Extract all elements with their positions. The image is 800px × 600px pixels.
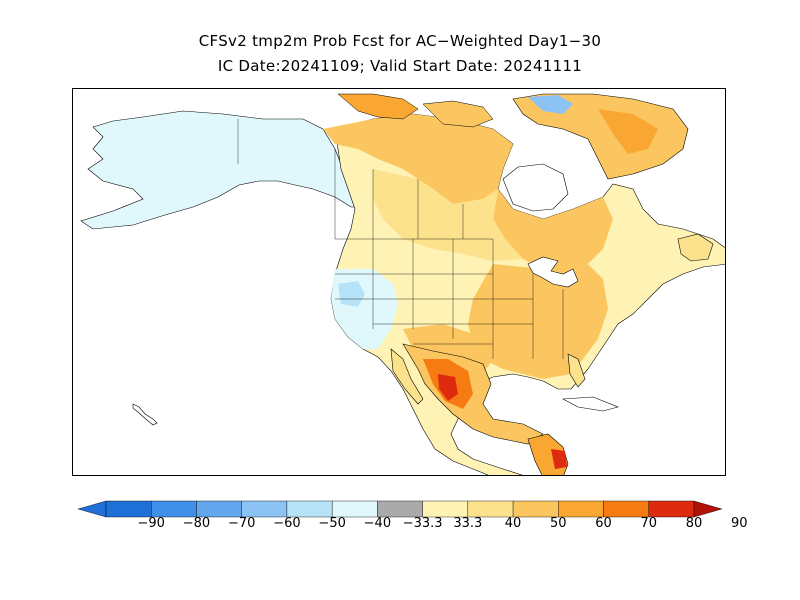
arctic-islands-warm-2 [422,100,494,128]
colorbar-cell [693,500,723,518]
colorbar-cell [558,500,604,518]
central-canada-yellow [373,169,523,261]
colorbar [77,500,723,518]
canada-east-warm [493,189,613,274]
colorbar-tick-label: 90 [730,516,748,531]
colorbar-tick-label: −70 [227,516,256,531]
colorbar-tick-label: −80 [182,516,211,531]
colorbar-tick-label: −90 [137,516,165,531]
colorbar-cell [377,500,423,518]
land-masses [80,93,725,475]
map-subtitle: IC Date:20241109; Valid Start Date: 2024… [217,57,583,75]
western-us-cool-patch [338,281,365,307]
colorbar-cell [331,500,378,518]
mexico-hottest-core [438,374,458,401]
color-legend [77,500,723,540]
colorbar-cell [648,500,695,518]
greenland-cold-patch [528,95,573,114]
cuba [561,396,619,412]
colorbar-tick-label: 80 [685,516,703,531]
greenland-warm-patch [598,109,658,154]
hawaii [132,403,158,426]
colorbar-tick-label: 40 [504,516,522,531]
alaska-region [80,110,364,230]
colorbar-tick-label: −40 [363,516,392,531]
colorbar-cell [512,500,559,518]
colorbar-cell [105,500,152,518]
newfoundland [677,233,714,262]
colorbar-cell [603,500,649,518]
hudson-bay [502,163,569,212]
colorbar-tick-label: 70 [640,516,658,531]
great-lakes [527,256,579,288]
central-america-hot [551,449,567,469]
political-borders [237,119,564,359]
colorbar-cell [467,500,514,518]
florida [567,353,586,388]
greenland [512,93,689,180]
map-title: CFSv2 tmp2m Prob Fcst for AC−Weighted Da… [198,32,602,50]
colorbar-tick-label: −60 [273,516,301,531]
colorbar-tick-label: 60 [595,516,612,531]
colorbar-tick-label: −50 [318,516,346,531]
eastern-us-warm [468,264,608,379]
colorbar-cell [241,500,288,518]
colorbar-tick-label: 33.3 [453,516,483,531]
colorbar-cell [286,500,333,518]
canada-warm-band [323,114,513,204]
colorbar-cell [151,500,197,518]
colorbar-tick-label: −33.3 [402,516,443,531]
forecast-map [72,88,726,476]
baja-california [390,348,424,405]
colorbar-cell [422,500,469,518]
arctic-islands-warm [337,93,419,120]
colorbar-tick-label: 50 [550,516,567,531]
colorbar-cell [196,500,242,518]
map-canvas [80,93,725,475]
colorbar-cell [77,500,107,518]
